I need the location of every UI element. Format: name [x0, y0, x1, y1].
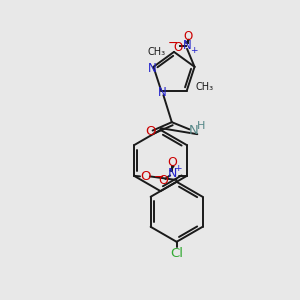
Text: O: O [158, 174, 168, 188]
Text: O: O [173, 40, 183, 53]
Text: N: N [158, 86, 167, 99]
Text: +: + [174, 164, 181, 172]
Text: CH₃: CH₃ [195, 82, 213, 92]
Text: O: O [183, 30, 192, 43]
Text: H: H [197, 121, 206, 131]
Text: N: N [183, 39, 192, 52]
Text: N: N [167, 167, 177, 180]
Text: CH₃: CH₃ [148, 47, 166, 57]
Text: O: O [167, 156, 177, 170]
Text: Cl: Cl [170, 247, 183, 260]
Text: −: − [167, 37, 178, 50]
Text: −: − [154, 170, 164, 184]
Text: N: N [148, 62, 157, 75]
Text: N: N [188, 124, 198, 137]
Text: O: O [145, 125, 155, 138]
Text: +: + [190, 46, 197, 55]
Text: O: O [140, 170, 151, 183]
